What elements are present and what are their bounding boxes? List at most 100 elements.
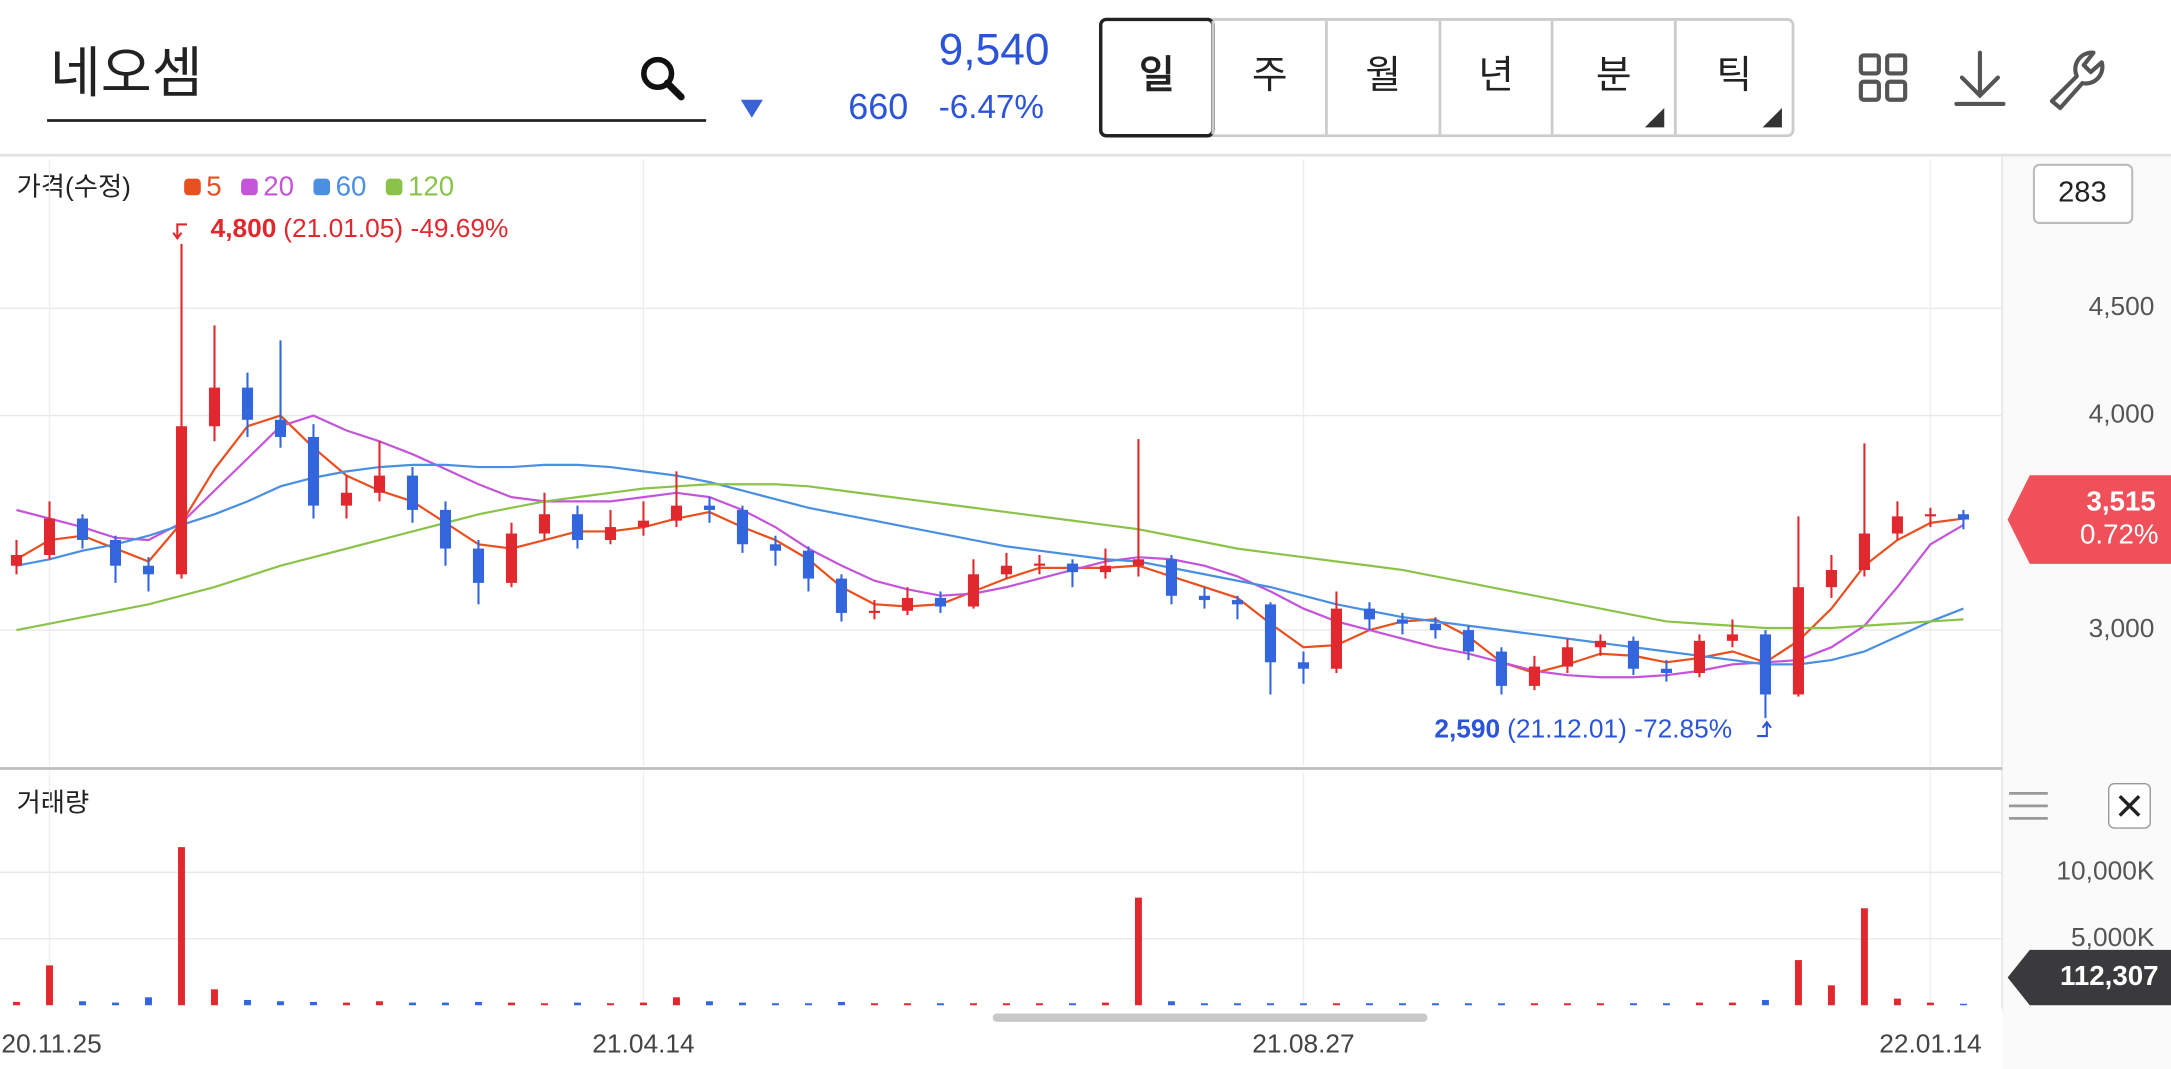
period-tab[interactable]: 월: [1365, 54, 1401, 97]
close-button[interactable]: [2108, 783, 2151, 829]
candle-body: [109, 539, 122, 566]
volume-bar: [772, 1003, 779, 1006]
candle-body: [505, 533, 518, 583]
candle-body: [1792, 587, 1804, 695]
stock-name[interactable]: 네오셈: [50, 42, 203, 104]
price-badge: [2007, 475, 2171, 564]
candle-body: [1693, 640, 1705, 674]
volume-bar: [79, 1001, 86, 1006]
volume-bar: [937, 1003, 944, 1006]
legend-swatch: [385, 178, 403, 196]
volume-panel-title: 거래량: [17, 787, 90, 817]
period-tab[interactable]: 년: [1478, 54, 1514, 97]
scrollbar[interactable]: [992, 1013, 1428, 1022]
submenu-marker: [1762, 108, 1782, 128]
volume-bar: [1398, 1003, 1406, 1006]
bar-count-box[interactable]: [2032, 163, 2134, 225]
current-price: 9,540: [939, 25, 1050, 74]
volume-bar: [508, 1002, 515, 1006]
price-badge-value: 3,515: [2086, 485, 2155, 516]
candle-body: [1660, 668, 1672, 674]
candle-body: [835, 578, 848, 613]
candle-body: [1297, 662, 1309, 669]
volume-bar: [1464, 1003, 1472, 1006]
volume-bar: [1596, 1003, 1604, 1006]
dropdown-arrow[interactable]: [740, 99, 763, 118]
volume-bar: [838, 1001, 845, 1006]
candle-body: [736, 509, 749, 545]
legend-label: 20: [263, 171, 294, 202]
legend-swatch: [184, 178, 201, 196]
icon-square: [1885, 53, 1908, 76]
volume-bar: [1069, 1003, 1076, 1006]
candle-body: [373, 475, 386, 493]
volume-bar: [1233, 1003, 1241, 1006]
volume-bar: [607, 1003, 614, 1006]
extreme-arrow: [172, 223, 188, 241]
candle-body: [1033, 563, 1046, 566]
volume-bar: [1167, 1001, 1175, 1006]
search-icon[interactable]: [641, 56, 685, 101]
period-tab[interactable]: 틱: [1716, 54, 1752, 97]
extreme-value: 4,800: [211, 213, 277, 243]
extreme-arrow: [1757, 720, 1772, 738]
candle-body: [472, 548, 485, 583]
candle-body: [406, 475, 419, 510]
candle-body: [1759, 634, 1771, 695]
volume-badge-value: 112,307: [2060, 960, 2159, 991]
candle-body: [670, 505, 683, 521]
volume-bar: [376, 1001, 383, 1006]
legend-label: 120: [408, 171, 454, 202]
extreme-note: (21.01.05) -49.69%: [283, 213, 508, 243]
bar-count: 283: [2058, 177, 2107, 209]
legend-swatch: [313, 178, 331, 196]
candle-body: [769, 544, 782, 551]
volume-bar: [1266, 1003, 1274, 1006]
price-badge-change: 0.72%: [2080, 519, 2159, 550]
icon-square: [1885, 79, 1908, 102]
volume-bar: [277, 1001, 284, 1006]
candle-body: [1363, 608, 1375, 620]
candle-body: [1198, 595, 1210, 601]
candle-body: [637, 520, 650, 528]
volume-bar: [1134, 897, 1142, 1006]
legend-label: 5: [206, 171, 221, 202]
price-panel-title: 가격(수정): [17, 171, 131, 201]
volume-bar: [1629, 1003, 1637, 1006]
extreme-value: 2,590: [1434, 713, 1500, 743]
volume-bar: [1036, 1003, 1043, 1006]
period-tab[interactable]: 분: [1596, 54, 1632, 97]
candle-body: [241, 387, 254, 420]
volume-bar: [1101, 1002, 1109, 1006]
x-tick-label: 20.11.25: [1, 1028, 101, 1058]
candle-body: [1957, 514, 1969, 520]
candle-body: [1264, 604, 1276, 663]
volume-bar: [871, 1003, 878, 1006]
volume-bar: [805, 1003, 812, 1006]
volume-bar: [1794, 960, 1802, 1006]
candle-body: [1495, 651, 1507, 686]
period-tab[interactable]: 일: [1139, 54, 1175, 97]
candle-body: [1858, 533, 1870, 571]
candle-body: [967, 574, 980, 607]
volume-bar: [1860, 908, 1868, 1006]
candle-body: [307, 436, 320, 506]
candle-body: [1231, 600, 1243, 605]
candle-body: [934, 597, 947, 607]
volume-bar: [409, 1002, 416, 1006]
volume-bar: [574, 1002, 581, 1006]
settings-icon[interactable]: [2049, 50, 2105, 111]
volume-bar: [1365, 1003, 1373, 1006]
candle-body: [10, 554, 23, 566]
volume-bar: [1959, 1003, 1967, 1006]
moving-average-line: [15, 414, 1964, 675]
menu-icon[interactable]: [2009, 792, 2048, 820]
candle-body: [1099, 565, 1111, 573]
x-tick-label: 22.01.14: [1879, 1028, 1981, 1058]
layout-icon[interactable]: [1858, 53, 1908, 102]
period-tab[interactable]: 주: [1252, 54, 1288, 97]
candle-body: [1000, 565, 1013, 575]
download-icon[interactable]: [1954, 50, 2006, 106]
